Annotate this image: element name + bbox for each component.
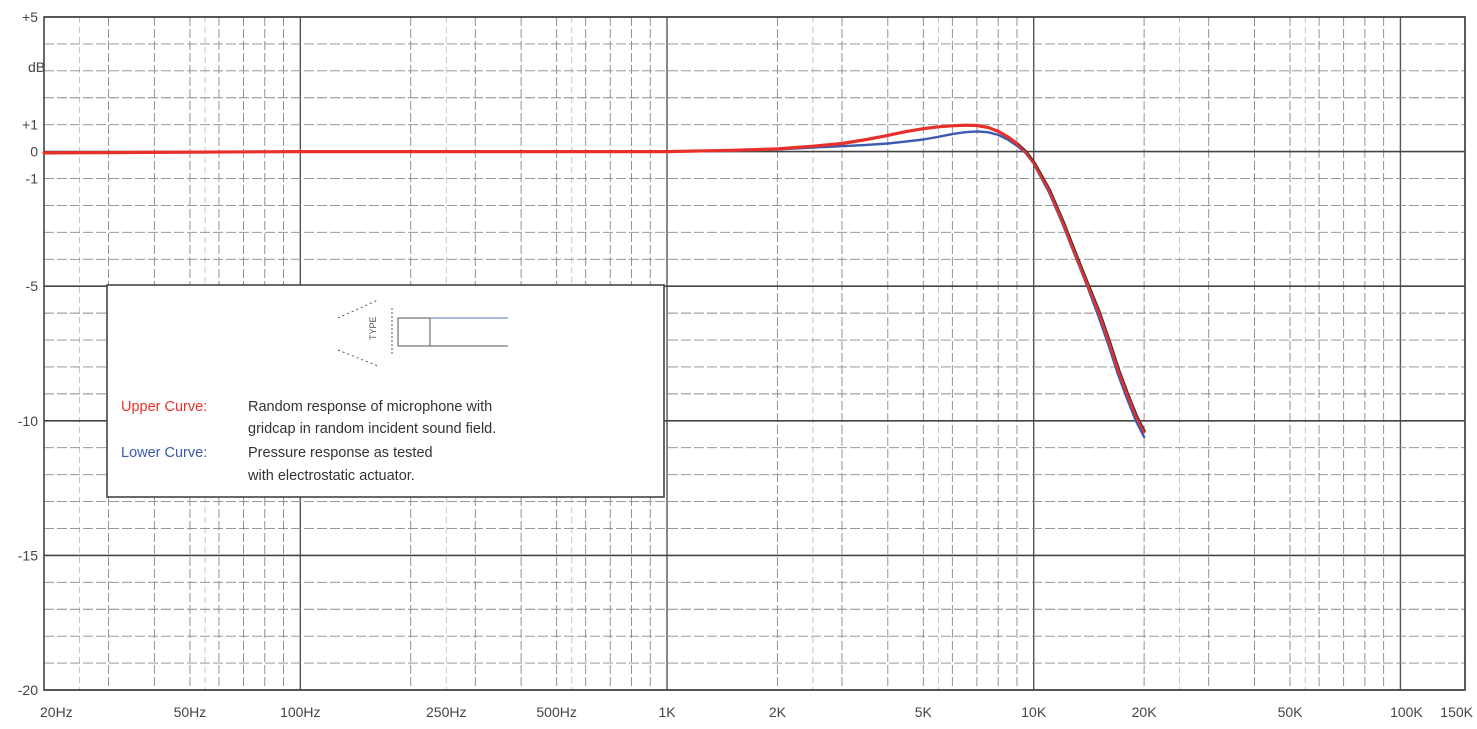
- x-tick-label: 50K: [1278, 704, 1304, 720]
- x-tick-label: 2K: [769, 704, 787, 720]
- curve-edge-line: [1018, 143, 1147, 432]
- legend-lower-text-1: Pressure response as tested: [248, 445, 433, 461]
- microphone-diagram-icon: TYPE: [337, 299, 508, 367]
- legend-upper-text-1: Random response of microphone with: [248, 399, 492, 415]
- legend-box: [106, 284, 665, 498]
- y-tick-label: -1: [26, 171, 39, 187]
- legend-lower-label: Lower Curve:: [121, 445, 207, 461]
- plot-area: [42, 123, 1147, 439]
- legend-lower-text-2: with electrostatic actuator.: [247, 468, 415, 484]
- x-tick-label: 10K: [1021, 704, 1047, 720]
- x-tick-label: 500Hz: [536, 704, 576, 720]
- x-tick-label: 150K: [1440, 704, 1473, 720]
- y-tick-label: -20: [18, 682, 38, 698]
- y-tick-label: 0: [30, 144, 38, 160]
- x-axis-tick-labels: 20Hz 50Hz 100Hz 250Hz 500Hz 1K 2K 5K 10K 20K 50K 10…: [40, 704, 1474, 720]
- y-tick-label: +1: [22, 117, 38, 133]
- plot-frame: [43, 16, 1466, 691]
- x-tick-label: 100Hz: [280, 704, 320, 720]
- x-tick-label: 1K: [658, 704, 676, 720]
- upper-curve-line: [42, 123, 1146, 434]
- x-tick-label: 250Hz: [426, 704, 466, 720]
- y-axis-tick-labels: +5 +1 0 -1 -5 -10 -15 -20: [18, 9, 38, 698]
- y-tick-label: +5: [22, 9, 38, 25]
- y-tick-label: -5: [26, 278, 39, 294]
- x-tick-label: 20K: [1132, 704, 1158, 720]
- legend-upper-label: Upper Curve:: [121, 399, 207, 415]
- svg-text:TYPE: TYPE: [368, 316, 378, 340]
- y-axis-label: dB: [28, 59, 45, 75]
- x-tick-label: 100K: [1390, 704, 1423, 720]
- x-tick-label: 50Hz: [174, 704, 207, 720]
- y-tick-label: -15: [18, 547, 38, 563]
- y-tick-label: -10: [18, 413, 38, 429]
- legend: TYPE Upper Curve: Random response of mic…: [106, 284, 665, 498]
- x-tick-label: 5K: [915, 704, 933, 720]
- x-tick-label: 20Hz: [40, 704, 73, 720]
- legend-upper-text-2: gridcap in random incident sound field.: [248, 421, 496, 437]
